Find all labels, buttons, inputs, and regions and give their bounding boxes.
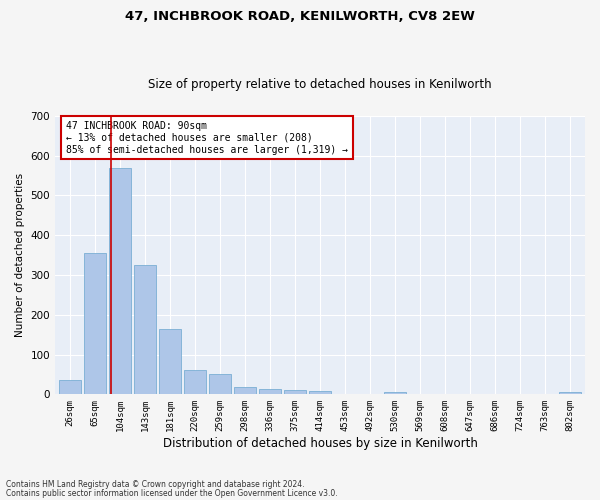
Text: 47, INCHBROOK ROAD, KENILWORTH, CV8 2EW: 47, INCHBROOK ROAD, KENILWORTH, CV8 2EW <box>125 10 475 23</box>
Bar <box>59 380 80 394</box>
Bar <box>310 391 331 394</box>
Title: Size of property relative to detached houses in Kenilworth: Size of property relative to detached ho… <box>148 78 492 91</box>
Bar <box>259 389 281 394</box>
Bar <box>85 253 106 394</box>
Bar <box>559 392 581 394</box>
Bar <box>160 328 181 394</box>
Bar <box>184 370 206 394</box>
Bar <box>385 392 406 394</box>
Bar <box>134 265 155 394</box>
Bar <box>109 168 131 394</box>
Y-axis label: Number of detached properties: Number of detached properties <box>15 173 25 337</box>
X-axis label: Distribution of detached houses by size in Kenilworth: Distribution of detached houses by size … <box>163 437 478 450</box>
Text: 47 INCHBROOK ROAD: 90sqm
← 13% of detached houses are smaller (208)
85% of semi-: 47 INCHBROOK ROAD: 90sqm ← 13% of detach… <box>65 122 347 154</box>
Bar <box>235 387 256 394</box>
Text: Contains HM Land Registry data © Crown copyright and database right 2024.: Contains HM Land Registry data © Crown c… <box>6 480 305 489</box>
Bar <box>284 390 305 394</box>
Text: Contains public sector information licensed under the Open Government Licence v3: Contains public sector information licen… <box>6 488 338 498</box>
Bar <box>209 374 230 394</box>
